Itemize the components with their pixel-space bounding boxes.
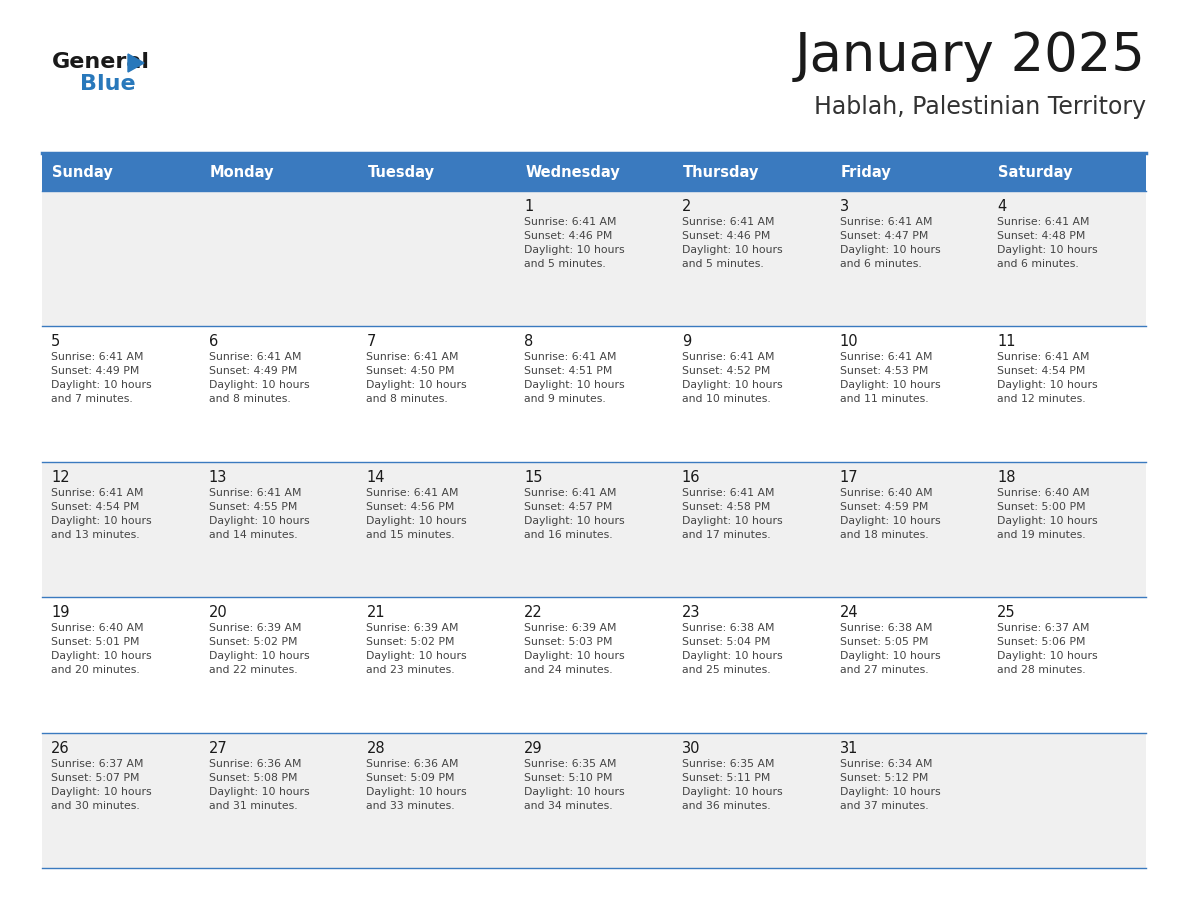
Text: Wednesday: Wednesday [525, 165, 620, 181]
Text: Sunrise: 6:39 AM
Sunset: 5:02 PM
Daylight: 10 hours
and 23 minutes.: Sunrise: 6:39 AM Sunset: 5:02 PM Dayligh… [366, 623, 467, 676]
Text: Sunrise: 6:39 AM
Sunset: 5:02 PM
Daylight: 10 hours
and 22 minutes.: Sunrise: 6:39 AM Sunset: 5:02 PM Dayligh… [209, 623, 309, 676]
Text: Sunrise: 6:41 AM
Sunset: 4:52 PM
Daylight: 10 hours
and 10 minutes.: Sunrise: 6:41 AM Sunset: 4:52 PM Dayligh… [682, 353, 783, 405]
Text: Saturday: Saturday [998, 165, 1073, 181]
Text: Sunrise: 6:41 AM
Sunset: 4:47 PM
Daylight: 10 hours
and 6 minutes.: Sunrise: 6:41 AM Sunset: 4:47 PM Dayligh… [840, 217, 940, 269]
Text: 14: 14 [366, 470, 385, 485]
Text: Sunrise: 6:38 AM
Sunset: 5:05 PM
Daylight: 10 hours
and 27 minutes.: Sunrise: 6:38 AM Sunset: 5:05 PM Dayligh… [840, 623, 940, 676]
Text: 11: 11 [997, 334, 1016, 350]
Text: Sunrise: 6:41 AM
Sunset: 4:46 PM
Daylight: 10 hours
and 5 minutes.: Sunrise: 6:41 AM Sunset: 4:46 PM Dayligh… [682, 217, 783, 269]
Text: 19: 19 [51, 605, 70, 621]
Bar [42, 327, 1146, 462]
Text: 26: 26 [51, 741, 70, 756]
Text: 24: 24 [840, 605, 858, 621]
Bar [830, 155, 988, 191]
Text: Sunrise: 6:40 AM
Sunset: 5:01 PM
Daylight: 10 hours
and 20 minutes.: Sunrise: 6:40 AM Sunset: 5:01 PM Dayligh… [51, 623, 152, 676]
Bar [672, 155, 830, 191]
Text: Sunrise: 6:41 AM
Sunset: 4:54 PM
Daylight: 10 hours
and 13 minutes.: Sunrise: 6:41 AM Sunset: 4:54 PM Dayligh… [51, 487, 152, 540]
Bar [200, 155, 358, 191]
Text: Sunrise: 6:34 AM
Sunset: 5:12 PM
Daylight: 10 hours
and 37 minutes.: Sunrise: 6:34 AM Sunset: 5:12 PM Dayligh… [840, 758, 940, 811]
Text: 28: 28 [366, 741, 385, 756]
Text: Sunrise: 6:41 AM
Sunset: 4:53 PM
Daylight: 10 hours
and 11 minutes.: Sunrise: 6:41 AM Sunset: 4:53 PM Dayligh… [840, 353, 940, 405]
Text: 25: 25 [997, 605, 1016, 621]
Text: Sunrise: 6:40 AM
Sunset: 5:00 PM
Daylight: 10 hours
and 19 minutes.: Sunrise: 6:40 AM Sunset: 5:00 PM Dayligh… [997, 487, 1098, 540]
Text: 3: 3 [840, 199, 848, 214]
Text: 7: 7 [366, 334, 375, 350]
Text: Sunrise: 6:41 AM
Sunset: 4:46 PM
Daylight: 10 hours
and 5 minutes.: Sunrise: 6:41 AM Sunset: 4:46 PM Dayligh… [524, 217, 625, 269]
Text: Sunrise: 6:37 AM
Sunset: 5:06 PM
Daylight: 10 hours
and 28 minutes.: Sunrise: 6:37 AM Sunset: 5:06 PM Dayligh… [997, 623, 1098, 676]
Text: Thursday: Thursday [683, 165, 759, 181]
Bar [42, 733, 1146, 868]
Text: 2: 2 [682, 199, 691, 214]
Text: Friday: Friday [841, 165, 891, 181]
Text: General: General [52, 52, 150, 72]
Bar [42, 191, 1146, 327]
Text: Sunrise: 6:41 AM
Sunset: 4:58 PM
Daylight: 10 hours
and 17 minutes.: Sunrise: 6:41 AM Sunset: 4:58 PM Dayligh… [682, 487, 783, 540]
Text: Sunrise: 6:36 AM
Sunset: 5:08 PM
Daylight: 10 hours
and 31 minutes.: Sunrise: 6:36 AM Sunset: 5:08 PM Dayligh… [209, 758, 309, 811]
Text: 27: 27 [209, 741, 227, 756]
Text: Sunrise: 6:41 AM
Sunset: 4:49 PM
Daylight: 10 hours
and 7 minutes.: Sunrise: 6:41 AM Sunset: 4:49 PM Dayligh… [51, 353, 152, 405]
Bar [358, 155, 516, 191]
Text: Sunrise: 6:41 AM
Sunset: 4:56 PM
Daylight: 10 hours
and 15 minutes.: Sunrise: 6:41 AM Sunset: 4:56 PM Dayligh… [366, 487, 467, 540]
Text: Sunrise: 6:38 AM
Sunset: 5:04 PM
Daylight: 10 hours
and 25 minutes.: Sunrise: 6:38 AM Sunset: 5:04 PM Dayligh… [682, 623, 783, 676]
Text: 16: 16 [682, 470, 701, 485]
Text: 13: 13 [209, 470, 227, 485]
Text: 10: 10 [840, 334, 858, 350]
Bar [988, 155, 1146, 191]
Polygon shape [128, 54, 144, 72]
Text: January 2025: January 2025 [795, 30, 1146, 82]
Text: 6: 6 [209, 334, 217, 350]
Text: 9: 9 [682, 334, 691, 350]
Text: Sunrise: 6:40 AM
Sunset: 4:59 PM
Daylight: 10 hours
and 18 minutes.: Sunrise: 6:40 AM Sunset: 4:59 PM Dayligh… [840, 487, 940, 540]
Text: Sunrise: 6:36 AM
Sunset: 5:09 PM
Daylight: 10 hours
and 33 minutes.: Sunrise: 6:36 AM Sunset: 5:09 PM Dayligh… [366, 758, 467, 811]
Text: 17: 17 [840, 470, 858, 485]
Text: Sunrise: 6:35 AM
Sunset: 5:10 PM
Daylight: 10 hours
and 34 minutes.: Sunrise: 6:35 AM Sunset: 5:10 PM Dayligh… [524, 758, 625, 811]
Text: Sunrise: 6:41 AM
Sunset: 4:57 PM
Daylight: 10 hours
and 16 minutes.: Sunrise: 6:41 AM Sunset: 4:57 PM Dayligh… [524, 487, 625, 540]
Text: 31: 31 [840, 741, 858, 756]
Text: 22: 22 [524, 605, 543, 621]
Bar [42, 598, 1146, 733]
Text: 5: 5 [51, 334, 61, 350]
Text: Sunrise: 6:39 AM
Sunset: 5:03 PM
Daylight: 10 hours
and 24 minutes.: Sunrise: 6:39 AM Sunset: 5:03 PM Dayligh… [524, 623, 625, 676]
Bar [42, 462, 1146, 598]
Text: 23: 23 [682, 605, 701, 621]
Text: Tuesday: Tuesday [367, 165, 435, 181]
Text: Blue: Blue [80, 74, 135, 94]
Text: Sunrise: 6:41 AM
Sunset: 4:48 PM
Daylight: 10 hours
and 6 minutes.: Sunrise: 6:41 AM Sunset: 4:48 PM Dayligh… [997, 217, 1098, 269]
Text: Sunrise: 6:41 AM
Sunset: 4:54 PM
Daylight: 10 hours
and 12 minutes.: Sunrise: 6:41 AM Sunset: 4:54 PM Dayligh… [997, 353, 1098, 405]
Text: 20: 20 [209, 605, 227, 621]
Text: Monday: Monday [210, 165, 274, 181]
Text: Sunrise: 6:41 AM
Sunset: 4:50 PM
Daylight: 10 hours
and 8 minutes.: Sunrise: 6:41 AM Sunset: 4:50 PM Dayligh… [366, 353, 467, 405]
Bar [42, 155, 200, 191]
Text: 18: 18 [997, 470, 1016, 485]
Text: 12: 12 [51, 470, 70, 485]
Text: Sunrise: 6:41 AM
Sunset: 4:55 PM
Daylight: 10 hours
and 14 minutes.: Sunrise: 6:41 AM Sunset: 4:55 PM Dayligh… [209, 487, 309, 540]
Text: 29: 29 [524, 741, 543, 756]
Text: 15: 15 [524, 470, 543, 485]
Text: 1: 1 [524, 199, 533, 214]
Text: 30: 30 [682, 741, 701, 756]
Text: 4: 4 [997, 199, 1006, 214]
Text: Sunday: Sunday [52, 165, 113, 181]
Text: 8: 8 [524, 334, 533, 350]
Bar [516, 155, 672, 191]
Text: Sunrise: 6:37 AM
Sunset: 5:07 PM
Daylight: 10 hours
and 30 minutes.: Sunrise: 6:37 AM Sunset: 5:07 PM Dayligh… [51, 758, 152, 811]
Text: Sunrise: 6:41 AM
Sunset: 4:51 PM
Daylight: 10 hours
and 9 minutes.: Sunrise: 6:41 AM Sunset: 4:51 PM Dayligh… [524, 353, 625, 405]
Text: Hablah, Palestinian Territory: Hablah, Palestinian Territory [814, 95, 1146, 119]
Text: Sunrise: 6:41 AM
Sunset: 4:49 PM
Daylight: 10 hours
and 8 minutes.: Sunrise: 6:41 AM Sunset: 4:49 PM Dayligh… [209, 353, 309, 405]
Text: 21: 21 [366, 605, 385, 621]
Text: Sunrise: 6:35 AM
Sunset: 5:11 PM
Daylight: 10 hours
and 36 minutes.: Sunrise: 6:35 AM Sunset: 5:11 PM Dayligh… [682, 758, 783, 811]
